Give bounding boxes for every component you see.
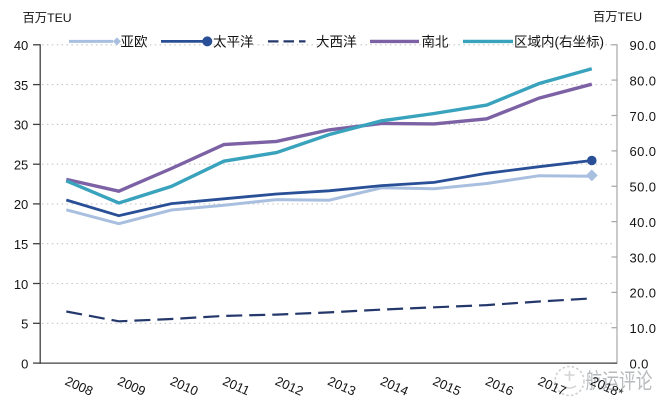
svg-text:60.0: 60.0 <box>630 144 657 159</box>
svg-text:5: 5 <box>21 317 28 332</box>
svg-text:南北: 南北 <box>422 34 449 49</box>
svg-text:0.0: 0.0 <box>630 356 649 371</box>
svg-text:区域内(右坐标): 区域内(右坐标) <box>514 34 604 49</box>
svg-text:百万TEU: 百万TEU <box>23 11 72 25</box>
svg-text:大西洋: 大西洋 <box>316 34 357 49</box>
svg-text:亚欧: 亚欧 <box>121 34 148 49</box>
svg-text:30.0: 30.0 <box>630 250 657 265</box>
svg-text:20: 20 <box>14 197 28 212</box>
svg-text:40: 40 <box>14 38 28 53</box>
svg-text:20.0: 20.0 <box>630 286 657 301</box>
svg-text:0: 0 <box>21 356 28 371</box>
svg-text:15: 15 <box>14 237 28 252</box>
svg-text:太平洋: 太平洋 <box>213 34 254 49</box>
svg-text:90.0: 90.0 <box>630 38 657 53</box>
svg-text:50.0: 50.0 <box>630 180 657 195</box>
svg-text:35: 35 <box>14 78 28 93</box>
svg-text:10.0: 10.0 <box>630 321 657 336</box>
svg-text:70.0: 70.0 <box>630 109 657 124</box>
svg-text:80.0: 80.0 <box>630 73 657 88</box>
svg-text:30: 30 <box>14 118 28 133</box>
svg-text:40.0: 40.0 <box>630 215 657 230</box>
svg-text:25: 25 <box>14 158 28 173</box>
svg-text:航运评论: 航运评论 <box>586 370 653 395</box>
svg-text:10: 10 <box>14 277 28 292</box>
svg-text:百万TEU: 百万TEU <box>593 10 642 24</box>
